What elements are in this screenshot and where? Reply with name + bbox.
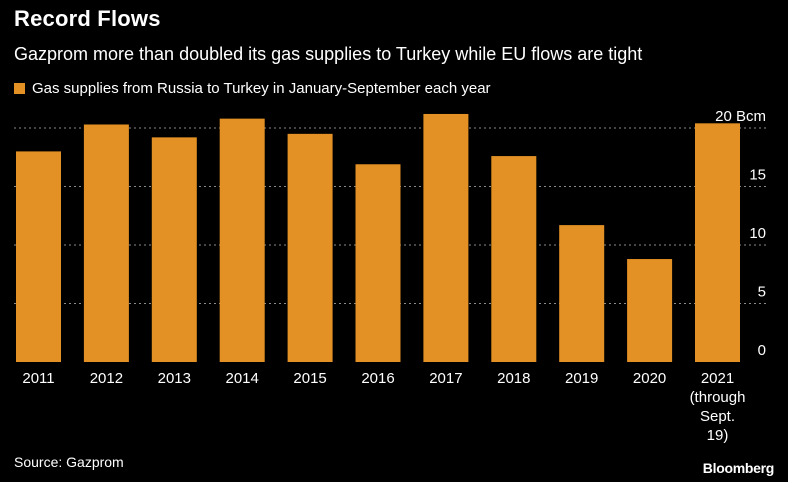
y-tick-label: 15 — [749, 167, 766, 184]
y-tick-label: 20 Bcm — [715, 108, 766, 125]
bar — [219, 118, 265, 362]
bar — [287, 133, 333, 362]
x-tick-label: 2011 — [22, 370, 54, 387]
x-tick-label: 2012 — [90, 370, 123, 387]
bar — [151, 137, 197, 362]
chart-subtitle: Gazprom more than doubled its gas suppli… — [14, 44, 643, 64]
x-tick-label: 2020 — [633, 370, 666, 387]
source-note: Source: Gazprom — [14, 454, 124, 470]
bloomberg-logo: Bloomberg — [702, 460, 775, 476]
x-tick-label: 2021 — [701, 370, 734, 387]
chart-title: Record Flows — [14, 6, 161, 31]
x-tick-label: 2014 — [226, 370, 259, 387]
x-tick-label: (through — [690, 389, 746, 406]
bar — [83, 124, 129, 363]
x-tick-label: 2013 — [158, 370, 191, 387]
x-tick-label: 2018 — [497, 370, 530, 387]
bar — [423, 113, 469, 363]
bar — [695, 123, 740, 362]
x-tick-label: 2017 — [429, 370, 462, 387]
y-tick-label: 0 — [758, 342, 766, 359]
x-tick-label: 2015 — [293, 370, 326, 387]
bar — [491, 156, 537, 362]
y-tick-label: 5 — [758, 284, 766, 301]
legend-swatch — [14, 83, 25, 94]
bar — [627, 259, 673, 362]
legend-label: Gas supplies from Russia to Turkey in Ja… — [32, 80, 491, 97]
x-tick-label: 19) — [707, 427, 729, 444]
bar — [355, 164, 401, 362]
x-tick-label: Sept. — [700, 408, 735, 425]
x-tick-label: 2019 — [565, 370, 598, 387]
bar — [16, 151, 61, 362]
bar — [559, 225, 605, 362]
y-tick-label: 10 — [749, 225, 766, 242]
x-tick-label: 2016 — [361, 370, 394, 387]
legend: Gas supplies from Russia to Turkey in Ja… — [14, 80, 491, 97]
